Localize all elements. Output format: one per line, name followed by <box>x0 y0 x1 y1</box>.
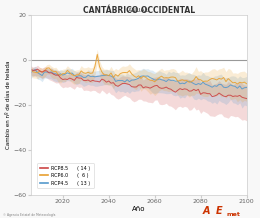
Legend: RCP8.5      ( 14 ), RCP6.0      (  6 ), RCP4.5      ( 13 ): RCP8.5 ( 14 ), RCP6.0 ( 6 ), RCP4.5 ( 13… <box>37 163 94 189</box>
X-axis label: Año: Año <box>132 206 145 213</box>
Text: ANUAL: ANUAL <box>128 8 149 13</box>
Text: © Agencia Estatal de Meteorología: © Agencia Estatal de Meteorología <box>3 213 55 217</box>
Title: CANTÁBRICO OCCIDENTAL: CANTÁBRICO OCCIDENTAL <box>83 5 195 15</box>
Y-axis label: Cambio en nº de días de helada: Cambio en nº de días de helada <box>5 60 11 149</box>
Text: E: E <box>216 206 222 216</box>
Text: A: A <box>203 206 210 216</box>
Text: met: met <box>226 212 240 217</box>
